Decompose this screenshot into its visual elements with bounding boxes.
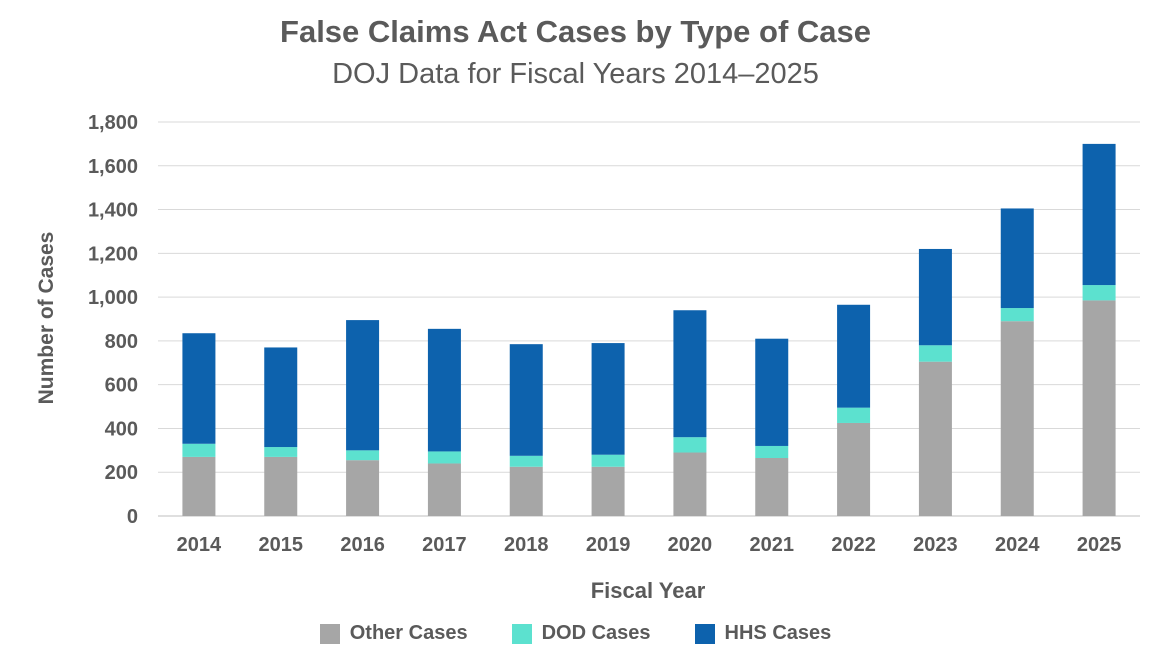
legend-swatch xyxy=(511,623,532,644)
bar-hhs-cases xyxy=(837,304,871,408)
gridlines xyxy=(158,121,1140,517)
bar-other-cases xyxy=(755,457,789,516)
x-tick-label: 2015 xyxy=(259,534,304,556)
x-tick-label: 2014 xyxy=(177,534,222,556)
y-tick-label: 800 xyxy=(105,331,138,353)
x-tick-label: 2018 xyxy=(504,534,549,556)
bar-other-cases xyxy=(918,361,952,516)
bar-hhs-cases xyxy=(1082,143,1116,286)
bar-stack xyxy=(182,333,216,516)
bar-stack xyxy=(264,347,298,516)
bar-dod-cases xyxy=(1000,308,1034,322)
bar-dod-cases xyxy=(264,447,298,457)
bar-other-cases xyxy=(264,456,298,516)
bar-dod-cases xyxy=(509,455,543,467)
bar-hhs-cases xyxy=(427,328,461,452)
x-tick-label: 2023 xyxy=(913,534,958,556)
bar-hhs-cases xyxy=(509,344,543,456)
x-tick-label: 2019 xyxy=(586,534,631,556)
y-axis-label: Number of Cases xyxy=(35,232,58,405)
bars xyxy=(182,143,1116,516)
bar-dod-cases xyxy=(591,454,625,467)
bar-hhs-cases xyxy=(755,338,789,446)
legend-label: Other Cases xyxy=(349,622,468,644)
bar-dod-cases xyxy=(837,407,871,423)
bar-stack xyxy=(918,248,952,516)
bar-stack xyxy=(591,343,625,516)
bar-other-cases xyxy=(673,452,707,516)
y-tick-label: 1,000 xyxy=(88,287,138,309)
bar-stack xyxy=(1000,208,1034,516)
y-tick-label: 1,200 xyxy=(88,243,138,265)
legend-item: DOD Cases xyxy=(511,622,651,645)
bar-hhs-cases xyxy=(673,310,707,438)
bar-other-cases xyxy=(1000,321,1034,516)
bar-hhs-cases xyxy=(182,333,216,444)
bar-stack xyxy=(837,304,871,516)
y-tick-label: 600 xyxy=(105,375,138,397)
bar-stack xyxy=(346,320,380,516)
bar-stack xyxy=(509,344,543,516)
bar-dod-cases xyxy=(182,443,216,457)
legend: Other Cases DOD Cases HHS Cases xyxy=(0,622,1151,645)
bar-other-cases xyxy=(182,456,216,516)
bar-dod-cases xyxy=(918,345,952,362)
bar-other-cases xyxy=(837,422,871,516)
bar-dod-cases xyxy=(755,445,789,458)
bar-hhs-cases xyxy=(918,248,952,346)
x-axis-label: Fiscal Year xyxy=(591,578,706,603)
x-tick-label: 2020 xyxy=(668,534,713,556)
bar-hhs-cases xyxy=(264,347,298,448)
y-tick-label: 200 xyxy=(105,462,138,484)
x-tick-label: 2022 xyxy=(831,534,876,556)
bar-dod-cases xyxy=(346,450,380,461)
legend-label: HHS Cases xyxy=(724,622,832,644)
bar-stack xyxy=(1082,143,1116,516)
y-tick-label: 1,400 xyxy=(88,200,138,222)
bar-stack xyxy=(427,328,461,516)
bar-hhs-cases xyxy=(1000,208,1034,309)
bar-other-cases xyxy=(1082,300,1116,516)
bar-dod-cases xyxy=(1082,285,1116,301)
legend-swatch xyxy=(694,623,715,644)
x-tick-label: 2016 xyxy=(340,534,385,556)
legend-swatch xyxy=(319,623,340,644)
y-tick-label: 1,600 xyxy=(88,156,138,178)
bar-stack xyxy=(755,338,789,516)
chart-title: False Claims Act Cases by Type of Case xyxy=(280,14,871,49)
bar-other-cases xyxy=(427,463,461,516)
y-tick-label: 400 xyxy=(105,418,138,440)
bar-other-cases xyxy=(346,460,380,516)
chart-subtitle: DOJ Data for Fiscal Years 2014–2025 xyxy=(332,58,819,90)
x-tick-label: 2024 xyxy=(995,534,1040,556)
legend-item: HHS Cases xyxy=(694,622,832,645)
bar-hhs-cases xyxy=(591,343,625,455)
y-tick-label: 1,800 xyxy=(88,112,138,134)
y-tick-label: 0 xyxy=(127,506,138,528)
legend-item: Other Cases xyxy=(319,622,468,645)
x-tick-label: 2025 xyxy=(1077,534,1122,556)
bar-stack xyxy=(673,310,707,516)
x-tick-labels: 2014 2015 2016 2017 2018 2019 2020 2021 2022 2023… xyxy=(177,534,1122,556)
x-tick-label: 2017 xyxy=(422,534,467,556)
x-tick-label: 2021 xyxy=(750,534,795,556)
bar-other-cases xyxy=(591,466,625,516)
legend-label: DOD Cases xyxy=(541,622,651,644)
bar-dod-cases xyxy=(427,451,461,464)
y-tick-labels: 0 200 400 600 800 1,000 1,200 1,400 1,600 1,800 xyxy=(88,112,138,528)
bar-hhs-cases xyxy=(346,320,380,451)
bar-other-cases xyxy=(509,466,543,516)
bar-dod-cases xyxy=(673,437,707,453)
